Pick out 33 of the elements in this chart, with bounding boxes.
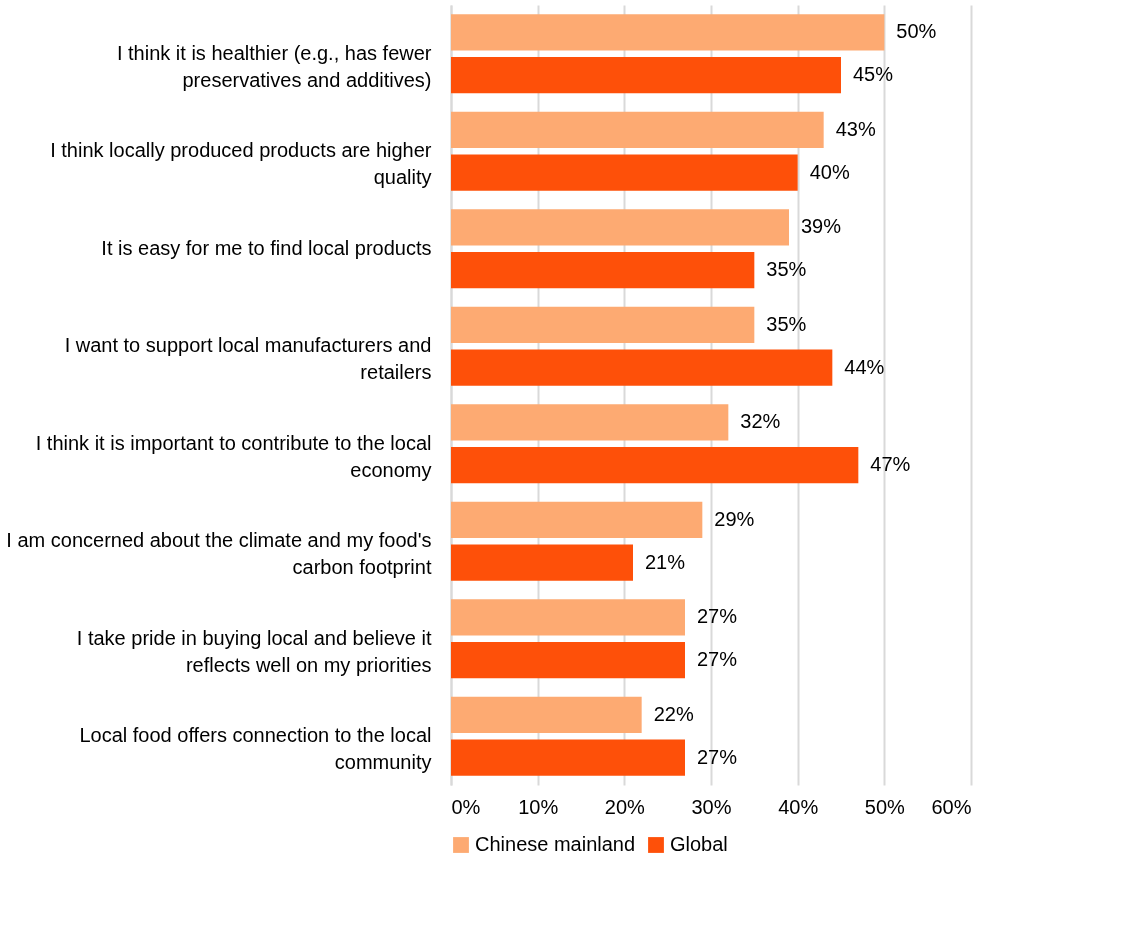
data-label: 27% bbox=[697, 745, 738, 768]
y-tick-label: I think it is healthier (e.g., has fewer preservatives and additives) bbox=[116, 41, 432, 91]
data-label: 47% bbox=[870, 453, 911, 476]
data-label: 44% bbox=[844, 355, 885, 378]
y-tick-label: It is easy for me to find local products bbox=[101, 236, 432, 259]
y-tick-label: I think locally produced products are higher quality bbox=[50, 139, 432, 189]
y-tick-label: I think it is important to contribute to the local economy bbox=[35, 431, 432, 481]
legend-label: Chinese mainland bbox=[475, 833, 636, 855]
data-label: 35% bbox=[766, 312, 807, 335]
y-tick-label: I take pride in buying local and believe it reflects well on my priorities bbox=[76, 626, 432, 676]
data-label: 43% bbox=[835, 117, 876, 140]
x-tick-label: 40% bbox=[778, 795, 819, 818]
x-tick-label: 50% bbox=[864, 795, 906, 818]
x-tick-label: 10% bbox=[518, 795, 559, 818]
data-label: 21% bbox=[645, 550, 686, 573]
y-tick-label: I want to support local manufacturers and retailers bbox=[64, 334, 432, 384]
x-tick-label: 20% bbox=[604, 795, 646, 818]
data-label: 35% bbox=[766, 258, 807, 281]
data-label: 29% bbox=[714, 507, 755, 530]
legend-label: Global bbox=[670, 833, 728, 855]
data-label: 40% bbox=[809, 160, 850, 183]
data-label: 27% bbox=[697, 605, 738, 628]
data-label: 32% bbox=[740, 410, 781, 433]
data-label: 45% bbox=[853, 63, 894, 86]
data-label: 39% bbox=[801, 215, 842, 238]
y-tick-label: Local food offers connection to the local community bbox=[79, 724, 432, 774]
x-tick-label: 30% bbox=[691, 795, 732, 818]
data-label: 27% bbox=[697, 648, 738, 671]
data-label: 50% bbox=[896, 20, 937, 43]
y-tick-label: I am concerned about the climate and my food's carbon footprint bbox=[6, 529, 432, 579]
x-tick-label: 0% bbox=[451, 795, 481, 818]
data-label: 22% bbox=[653, 702, 694, 725]
x-tick-label: 60% bbox=[931, 795, 972, 818]
